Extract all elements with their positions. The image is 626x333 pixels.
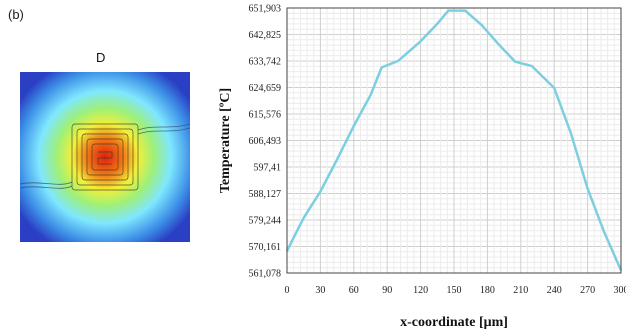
- temperature-heatmap: [20, 72, 190, 242]
- chart-grid: [286, 7, 622, 274]
- x-tick-label: 90: [382, 285, 392, 296]
- y-tick-label: 633,742: [249, 57, 282, 68]
- x-tick-label: 120: [413, 285, 428, 296]
- y-tick-label: 588,127: [249, 189, 282, 200]
- y-tick-label: 561,078: [249, 269, 282, 280]
- y-tick-label: 579,244: [249, 216, 282, 227]
- x-tick-label: 30: [315, 285, 325, 296]
- x-tick-label: 300: [614, 285, 626, 296]
- heatmap-title: D: [96, 50, 106, 65]
- y-tick-label: 642,825: [249, 30, 282, 41]
- x-tick-label: 180: [480, 285, 495, 296]
- x-tick-label: 60: [349, 285, 359, 296]
- panel-label: (b): [8, 7, 24, 22]
- y-tick-label: 606,493: [249, 136, 282, 147]
- y-tick-label: 624,659: [249, 83, 282, 94]
- y-tick-label: 570,161: [249, 242, 282, 253]
- x-tick-label: 0: [285, 285, 290, 296]
- x-tick-labels: 0 30 60 90 120 150 180 210 240 270 300: [285, 285, 626, 296]
- heater-leads: [20, 123, 190, 189]
- y-axis-title: Temperature [ºC]: [218, 88, 233, 193]
- y-tick-labels: 561,078 570,161 579,244 588,127 597,41 606,49…: [249, 4, 282, 280]
- heater-coil: [71, 123, 139, 191]
- y-tick-label: 651,903: [249, 4, 282, 15]
- y-tick-label: 615,576: [249, 110, 282, 121]
- x-tick-label: 240: [547, 285, 562, 296]
- heatmap-field: [20, 72, 190, 242]
- x-axis-title: x-coordinate [μm]: [400, 315, 508, 330]
- x-tick-label: 270: [580, 285, 595, 296]
- y-tick-label: 597,41: [254, 163, 282, 174]
- series-line: [285, 9, 623, 271]
- x-tick-label: 210: [513, 285, 528, 296]
- x-tick-label: 150: [447, 285, 462, 296]
- plot-frame: [286, 7, 622, 274]
